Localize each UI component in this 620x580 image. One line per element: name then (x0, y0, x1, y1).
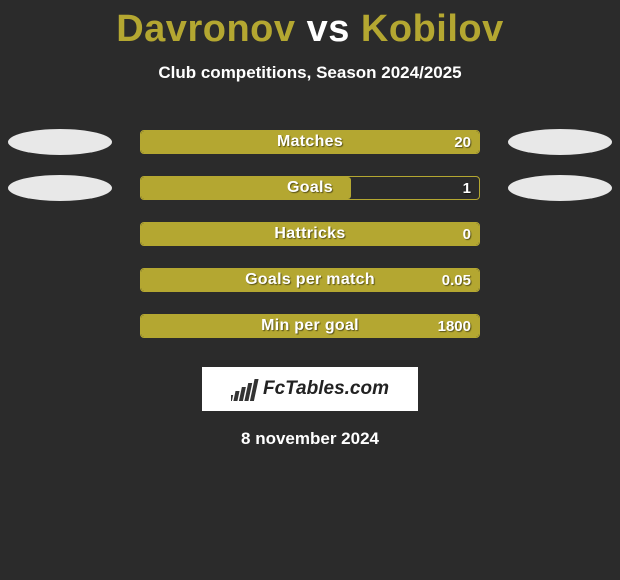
bar-value: 0 (463, 223, 471, 245)
bar-track: Goals per match0.05 (140, 268, 480, 292)
bar-label: Goals (141, 177, 479, 199)
stat-row: Goals per match0.05 (0, 257, 620, 303)
subtitle: Club competitions, Season 2024/2025 (0, 63, 620, 83)
title-player1: Davronov (116, 8, 295, 50)
ellipse-left (8, 175, 112, 201)
bar-track: Min per goal1800 (140, 314, 480, 338)
bar-label: Goals per match (141, 269, 479, 291)
stat-row: Matches20 (0, 119, 620, 165)
date-label: 8 november 2024 (0, 429, 620, 449)
bar-value: 1800 (438, 315, 471, 337)
ellipse-left (8, 129, 112, 155)
bar-value: 0.05 (442, 269, 471, 291)
bar-track: Goals1 (140, 176, 480, 200)
page-title: Davronov vs Kobilov (0, 0, 620, 51)
bar-track: Hattricks0 (140, 222, 480, 246)
ellipse-right (508, 175, 612, 201)
logo-text: FcTables.com (263, 378, 389, 400)
bar-value: 20 (454, 131, 471, 153)
logo-inner: FcTables.com (231, 377, 389, 401)
ellipse-right (508, 129, 612, 155)
title-player2: Kobilov (361, 8, 504, 50)
stat-row: Goals1 (0, 165, 620, 211)
stat-row: Hattricks0 (0, 211, 620, 257)
stat-row: Min per goal1800 (0, 303, 620, 349)
stats-container: Matches20 Goals1 Hattricks0 Goals per match… (0, 119, 620, 349)
bar-label: Matches (141, 131, 479, 153)
bar-value: 1 (463, 177, 471, 199)
bar-track: Matches20 (140, 130, 480, 154)
bar-label: Hattricks (141, 223, 479, 245)
logo-bars-icon (231, 377, 261, 401)
bar-label: Min per goal (141, 315, 479, 337)
title-vs: vs (307, 8, 350, 50)
logo-box[interactable]: FcTables.com (202, 367, 418, 411)
